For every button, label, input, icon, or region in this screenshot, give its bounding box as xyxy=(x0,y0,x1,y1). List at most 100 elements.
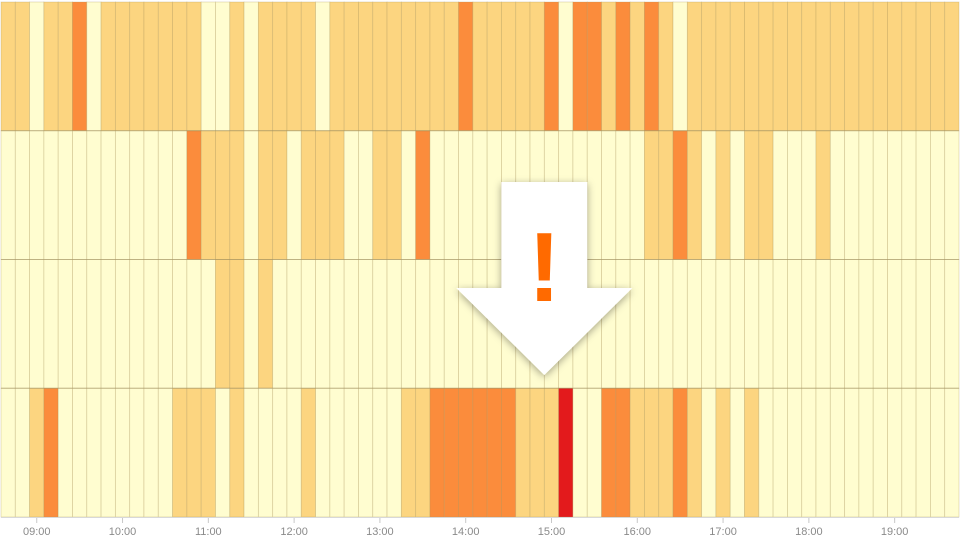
heatmap-cell xyxy=(14,259,31,389)
heatmap-cell xyxy=(14,387,31,518)
heatmap-cell xyxy=(930,387,946,518)
heatmap-cell xyxy=(729,259,745,389)
heatmap-cell xyxy=(215,259,231,389)
heatmap-cell xyxy=(915,130,931,260)
heatmap-cell xyxy=(615,387,631,518)
heatmap-cell xyxy=(458,1,474,132)
heatmap-cell xyxy=(515,1,531,132)
heatmap-cell xyxy=(887,259,903,389)
heatmap-cell xyxy=(658,130,674,260)
heatmap-cell xyxy=(315,1,331,132)
heatmap-cell xyxy=(801,259,817,389)
heatmap-cell xyxy=(458,387,474,518)
heatmap-cell xyxy=(758,387,774,518)
heatmap-cell xyxy=(458,259,474,389)
heatmap-cell xyxy=(129,387,145,518)
heatmap-cell xyxy=(229,387,245,518)
heatmap-cell xyxy=(329,130,345,260)
warning-annotation: ! xyxy=(456,182,633,375)
heatmap-cell xyxy=(286,387,302,518)
heatmap-cell xyxy=(100,130,116,260)
heatmap-cell xyxy=(200,387,216,518)
heatmap-cell xyxy=(286,1,302,132)
heatmap-cell xyxy=(14,130,31,260)
heatmap-cell xyxy=(200,130,216,260)
heatmap-cells xyxy=(0,1,960,518)
heatmap-cell xyxy=(386,130,402,260)
heatmap-cell xyxy=(672,259,688,389)
heatmap-cell xyxy=(429,387,445,518)
heatmap-cell xyxy=(72,1,88,132)
heatmap-cell xyxy=(729,130,745,260)
exclamation-icon: ! xyxy=(528,212,561,322)
heatmap-cell xyxy=(772,387,788,518)
heatmap-cell xyxy=(429,130,445,260)
heatmap-cell xyxy=(143,1,159,132)
heatmap-cell xyxy=(43,387,59,518)
heatmap-cell xyxy=(543,1,560,132)
x-tick-label: 16:00 xyxy=(624,526,652,538)
heatmap-cell xyxy=(744,259,760,389)
heatmap-cell xyxy=(887,1,903,132)
heatmap-cell xyxy=(272,387,288,518)
heatmap-cell xyxy=(586,130,602,260)
heatmap-cell xyxy=(215,1,231,132)
heatmap-cell xyxy=(57,130,73,260)
heatmap-cell xyxy=(787,387,803,518)
heatmap-cell xyxy=(543,387,560,518)
heatmap-cell xyxy=(443,1,459,132)
heatmap-cell xyxy=(157,387,173,518)
heatmap-cell xyxy=(772,130,788,260)
heatmap-cell xyxy=(286,130,302,260)
heatmap-cell xyxy=(186,387,202,518)
heatmap-cell xyxy=(930,130,946,260)
heatmap-cell xyxy=(300,259,316,389)
heatmap-cell xyxy=(315,387,331,518)
heatmap-cell xyxy=(186,1,202,132)
heatmap-cell xyxy=(272,130,288,260)
x-tick-label: 13:00 xyxy=(366,526,394,538)
heatmap-cell xyxy=(787,130,803,260)
heatmap-cell xyxy=(872,387,888,518)
heatmap-cell xyxy=(415,387,431,518)
heatmap-cell xyxy=(386,259,402,389)
heatmap-cell xyxy=(615,259,631,389)
heatmap-cell xyxy=(86,259,102,389)
heatmap-cell xyxy=(400,259,417,389)
heatmap-cell xyxy=(944,387,960,518)
heatmap-cell xyxy=(143,387,159,518)
heatmap-cell xyxy=(629,387,645,518)
heatmap-cell xyxy=(486,130,502,260)
heatmap-cell xyxy=(343,259,359,389)
heatmap-cell xyxy=(744,387,760,518)
heatmap-cell xyxy=(358,387,374,518)
heatmap-cell xyxy=(672,130,688,260)
heatmap-cell xyxy=(257,130,274,260)
heatmap-cell xyxy=(572,1,588,132)
heatmap-cell xyxy=(629,259,645,389)
heatmap-cell xyxy=(915,387,931,518)
heatmap-cell xyxy=(243,259,259,389)
x-tick-label: 18:00 xyxy=(795,526,823,538)
heatmap-cell xyxy=(429,1,445,132)
heatmap-cell xyxy=(0,130,16,260)
x-tick-label: 17:00 xyxy=(709,526,737,538)
heatmap-cell xyxy=(844,1,860,132)
heatmap-cell xyxy=(901,130,917,260)
heatmap-cell xyxy=(658,387,674,518)
heatmap-cell xyxy=(72,259,88,389)
heatmap-cell xyxy=(644,259,660,389)
heatmap-cell xyxy=(400,387,417,518)
heatmap-cell xyxy=(0,1,16,132)
heatmap-cell xyxy=(358,259,374,389)
x-tick-label: 12:00 xyxy=(280,526,308,538)
heatmap-cell xyxy=(458,130,474,260)
heatmap-cell xyxy=(715,1,731,132)
heatmap-cell xyxy=(372,259,388,389)
heatmap-cell xyxy=(29,387,45,518)
heatmap-cell xyxy=(186,259,202,389)
heatmap-cell xyxy=(472,130,488,260)
heatmap-cell xyxy=(200,259,216,389)
heatmap-cell xyxy=(715,259,731,389)
